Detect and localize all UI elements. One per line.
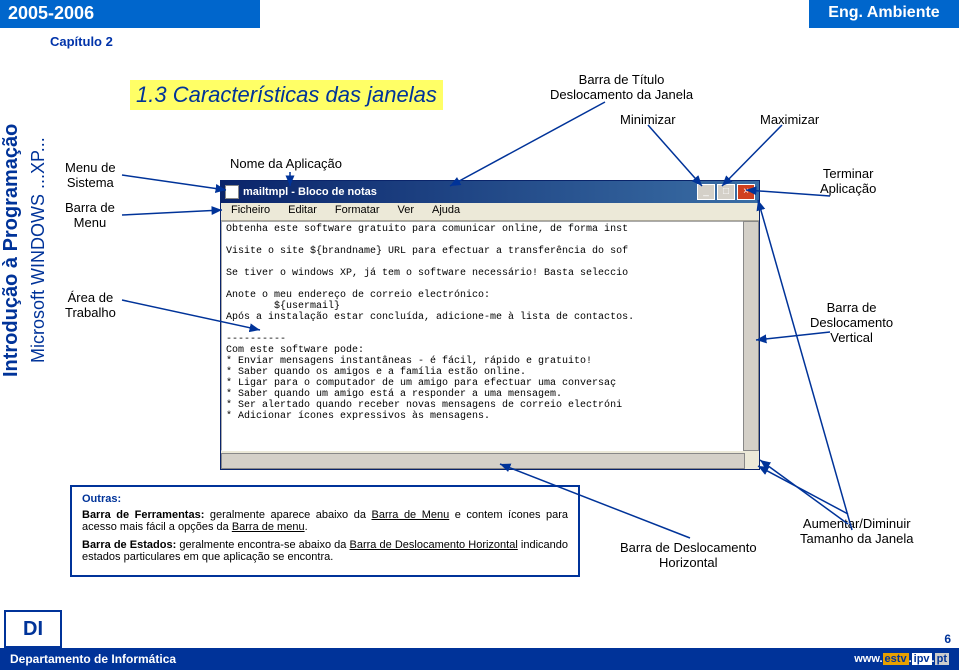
label-minimizar: Minimizar (620, 112, 676, 127)
menu-item[interactable]: Ver (394, 204, 419, 219)
label-nome-aplicacao: Nome da Aplicação (230, 156, 342, 171)
maximize-button[interactable]: □ (717, 184, 735, 200)
footer-bar: Departamento de Informática www.estv.ipv… (0, 648, 959, 670)
label-area-trabalho: Área de Trabalho (65, 290, 116, 320)
label-aumentar: Aumentar/Diminuir Tamanho da Janela (800, 516, 913, 546)
notepad-content[interactable]: Obtenha este software gratuito para comu… (221, 221, 759, 451)
outras-p2: Barra de Estados: geralmente encontra-se… (82, 539, 568, 563)
notepad-titlebar[interactable]: mailtmpl - Bloco de notas _ □ × (221, 181, 759, 203)
scrollbar-vertical[interactable] (743, 221, 759, 451)
label-menu-sistema: Menu de Sistema (65, 160, 116, 190)
label-barra-titulo: Barra de Título Deslocamento da Janela (550, 72, 693, 102)
notepad-window: mailtmpl - Bloco de notas _ □ × Ficheiro… (220, 180, 760, 470)
label-desloc-v: Barra de Deslocamento Vertical (810, 300, 893, 345)
menu-item[interactable]: Ficheiro (227, 204, 274, 219)
label-terminar: Terminar Aplicação (820, 166, 876, 196)
course-header: Eng. Ambiente (809, 0, 959, 28)
outras-box: Outras: Barra de Ferramentas: geralmente… (70, 485, 580, 577)
sidebar-sub-title: Microsoft WINDOWS ...XP... (28, 60, 54, 440)
logo-di: DI (4, 610, 62, 648)
footer-url: www.estv.ipv.pt (854, 653, 949, 665)
chapter-label: Capítulo 2 (50, 34, 113, 49)
outras-title: Outras: (82, 493, 568, 505)
section-title: 1.3 Características das janelas (130, 80, 443, 110)
footer-dept: Departamento de Informática (10, 652, 176, 666)
page-number: 6 (944, 632, 951, 646)
notepad-title-text: mailtmpl - Bloco de notas (243, 186, 697, 198)
label-desloc-h: Barra de Deslocamento Horizontal (620, 540, 757, 570)
menu-item[interactable]: Editar (284, 204, 321, 219)
year-header: 2005-2006 (0, 0, 260, 28)
notepad-menubar[interactable]: Ficheiro Editar Formatar Ver Ajuda (221, 203, 759, 221)
sidebar-main-title: Introdução à Programação (0, 60, 28, 440)
outras-p1: Barra de Ferramentas: geralmente aparece… (82, 509, 568, 533)
close-button[interactable]: × (737, 184, 755, 200)
label-barra-menu: Barra de Menu (65, 200, 115, 230)
notepad-icon (225, 185, 239, 199)
scrollbar-horizontal[interactable] (221, 453, 745, 469)
menu-item[interactable]: Formatar (331, 204, 384, 219)
menu-item[interactable]: Ajuda (428, 204, 464, 219)
label-maximizar: Maximizar (760, 112, 819, 127)
minimize-button[interactable]: _ (697, 184, 715, 200)
